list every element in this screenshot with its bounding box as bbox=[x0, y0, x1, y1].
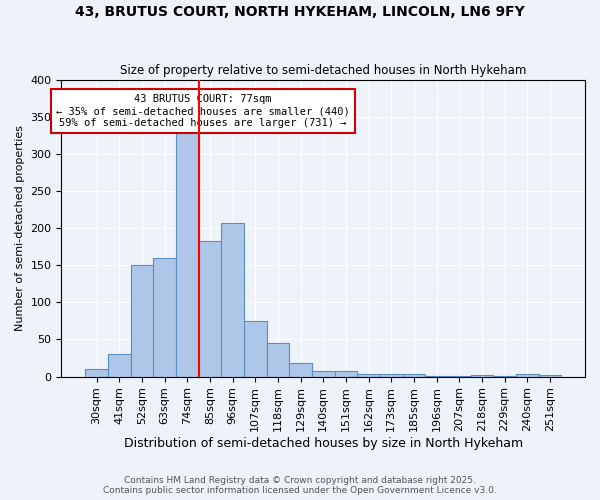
Bar bbox=[357, 374, 380, 376]
Bar bbox=[516, 374, 539, 376]
Bar bbox=[470, 375, 493, 376]
Bar bbox=[335, 372, 357, 376]
Bar bbox=[289, 363, 312, 376]
Bar bbox=[85, 369, 108, 376]
Bar bbox=[380, 374, 403, 376]
Bar bbox=[539, 375, 561, 376]
Bar bbox=[221, 223, 244, 376]
Bar bbox=[266, 343, 289, 376]
Bar bbox=[199, 240, 221, 376]
Text: 43, BRUTUS COURT, NORTH HYKEHAM, LINCOLN, LN6 9FY: 43, BRUTUS COURT, NORTH HYKEHAM, LINCOLN… bbox=[75, 5, 525, 19]
Text: 43 BRUTUS COURT: 77sqm
← 35% of semi-detached houses are smaller (440)
59% of se: 43 BRUTUS COURT: 77sqm ← 35% of semi-det… bbox=[56, 94, 350, 128]
Bar bbox=[131, 265, 153, 376]
Title: Size of property relative to semi-detached houses in North Hykeham: Size of property relative to semi-detach… bbox=[120, 64, 526, 77]
Bar bbox=[176, 132, 199, 376]
Text: Contains HM Land Registry data © Crown copyright and database right 2025.
Contai: Contains HM Land Registry data © Crown c… bbox=[103, 476, 497, 495]
Bar bbox=[403, 374, 425, 376]
X-axis label: Distribution of semi-detached houses by size in North Hykeham: Distribution of semi-detached houses by … bbox=[124, 437, 523, 450]
Bar bbox=[153, 258, 176, 376]
Y-axis label: Number of semi-detached properties: Number of semi-detached properties bbox=[15, 125, 25, 331]
Bar bbox=[312, 370, 335, 376]
Bar bbox=[108, 354, 131, 376]
Bar bbox=[244, 321, 266, 376]
